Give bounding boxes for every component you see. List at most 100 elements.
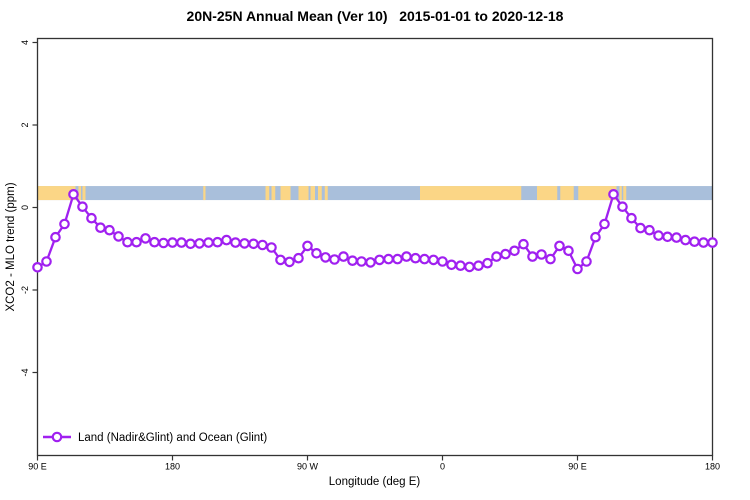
- legend-marker: [51, 431, 63, 443]
- data-point-marker: [347, 255, 358, 266]
- data-point-marker: [212, 236, 223, 248]
- y-tick-label: 0: [20, 205, 30, 210]
- land-ocean-band: [37, 186, 713, 201]
- data-point-marker: [464, 261, 475, 273]
- data-point-marker: [113, 231, 124, 242]
- data-point-marker: [401, 251, 412, 262]
- data-point-marker: [311, 248, 322, 259]
- land-band-segment: [318, 186, 322, 201]
- data-series: [32, 189, 718, 275]
- data-point-marker: [257, 239, 268, 251]
- land-band-segment: [203, 186, 206, 201]
- y-axis-ticks: -4 -2 0 2 4: [20, 40, 38, 377]
- land-band-segment: [537, 186, 558, 201]
- x-tick-label: 180: [165, 462, 180, 472]
- data-point-marker: [185, 238, 196, 250]
- data-point-marker: [374, 254, 385, 266]
- land-band-segment: [420, 186, 522, 201]
- data-point-marker: [149, 236, 160, 248]
- data-point-marker: [104, 224, 115, 236]
- data-point-marker: [230, 237, 241, 248]
- land-band-segment: [623, 186, 627, 201]
- data-point-marker: [572, 263, 583, 275]
- land-band-segment: [37, 186, 76, 201]
- data-point-marker: [284, 256, 295, 268]
- data-point-marker: [338, 251, 349, 262]
- data-point-marker: [329, 254, 340, 265]
- x-axis-ticks: 90 E 180 90 W 0 90 E 180: [28, 455, 720, 472]
- data-point-marker: [635, 222, 646, 234]
- data-point-marker: [599, 218, 610, 230]
- data-point-marker: [428, 254, 439, 266]
- data-point-marker: [689, 236, 700, 247]
- data-point-marker: [68, 189, 79, 200]
- data-point-marker: [86, 212, 97, 224]
- data-point-marker: [491, 251, 502, 262]
- land-band-segment: [578, 186, 617, 201]
- data-point-marker: [536, 249, 547, 260]
- data-point-marker: [203, 237, 214, 248]
- data-point-marker: [221, 234, 232, 246]
- data-point-marker: [626, 212, 637, 224]
- data-point-marker: [455, 260, 466, 271]
- land-band-segment: [324, 186, 328, 201]
- data-point-marker: [554, 240, 565, 252]
- data-point-marker: [698, 237, 709, 248]
- data-point-marker: [446, 259, 457, 271]
- data-point-marker: [509, 245, 520, 257]
- x-tick-label: 90 E: [568, 462, 587, 472]
- land-band-segment: [78, 186, 81, 201]
- data-point-marker: [248, 238, 259, 250]
- legend: Land (Nadir&Glint) and Ocean (Glint): [43, 431, 267, 444]
- data-point-marker: [140, 233, 151, 244]
- x-axis-label: Longitude (deg E): [328, 476, 421, 488]
- x-tick-label: 90 W: [297, 462, 319, 472]
- land-band-segment: [310, 186, 315, 201]
- data-point-marker: [590, 231, 601, 243]
- land-band-segment: [82, 186, 86, 201]
- data-point-marker: [527, 251, 538, 262]
- data-point-marker: [383, 253, 394, 265]
- data-point-marker: [419, 253, 430, 265]
- data-point-marker: [131, 236, 142, 248]
- data-point-marker: [365, 257, 376, 268]
- data-point-marker: [77, 201, 88, 212]
- land-band-segment: [298, 186, 309, 201]
- data-point-marker: [320, 252, 331, 263]
- data-point-marker: [473, 260, 484, 271]
- data-point-marker: [122, 236, 133, 248]
- data-point-marker: [194, 238, 205, 249]
- y-tick-label: -2: [20, 286, 30, 294]
- data-point-marker: [707, 237, 718, 248]
- data-point-marker: [608, 189, 619, 200]
- data-point-marker: [50, 231, 61, 243]
- y-tick-label: 2: [20, 122, 30, 127]
- y-tick-label: -4: [20, 368, 30, 376]
- data-point-marker: [410, 252, 421, 264]
- data-point-marker: [653, 230, 664, 241]
- chart-title: 20N-25N Annual Mean (Ver 10) 2015-01-01 …: [186, 8, 564, 24]
- data-point-marker: [158, 237, 169, 249]
- data-point-marker: [302, 240, 313, 252]
- land-band-segment: [280, 186, 291, 201]
- data-point-marker: [617, 201, 628, 212]
- data-point-marker: [671, 232, 682, 243]
- data-point-marker: [176, 237, 187, 248]
- data-point-marker: [239, 238, 250, 249]
- land-band-segment: [265, 186, 270, 201]
- legend-label: Land (Nadir&Glint) and Ocean (Glint): [78, 432, 267, 444]
- data-point-marker: [680, 234, 691, 246]
- x-tick-label: 180: [705, 462, 720, 472]
- data-point-marker: [59, 218, 70, 230]
- data-point-marker: [266, 242, 277, 253]
- data-point-marker: [545, 253, 556, 265]
- data-point-marker: [392, 253, 403, 265]
- y-tick-label: 4: [20, 40, 30, 45]
- data-point-marker: [32, 261, 43, 273]
- data-point-marker: [662, 231, 673, 243]
- data-point-marker: [644, 224, 655, 236]
- data-point-marker: [437, 256, 448, 267]
- data-point-marker: [581, 256, 592, 267]
